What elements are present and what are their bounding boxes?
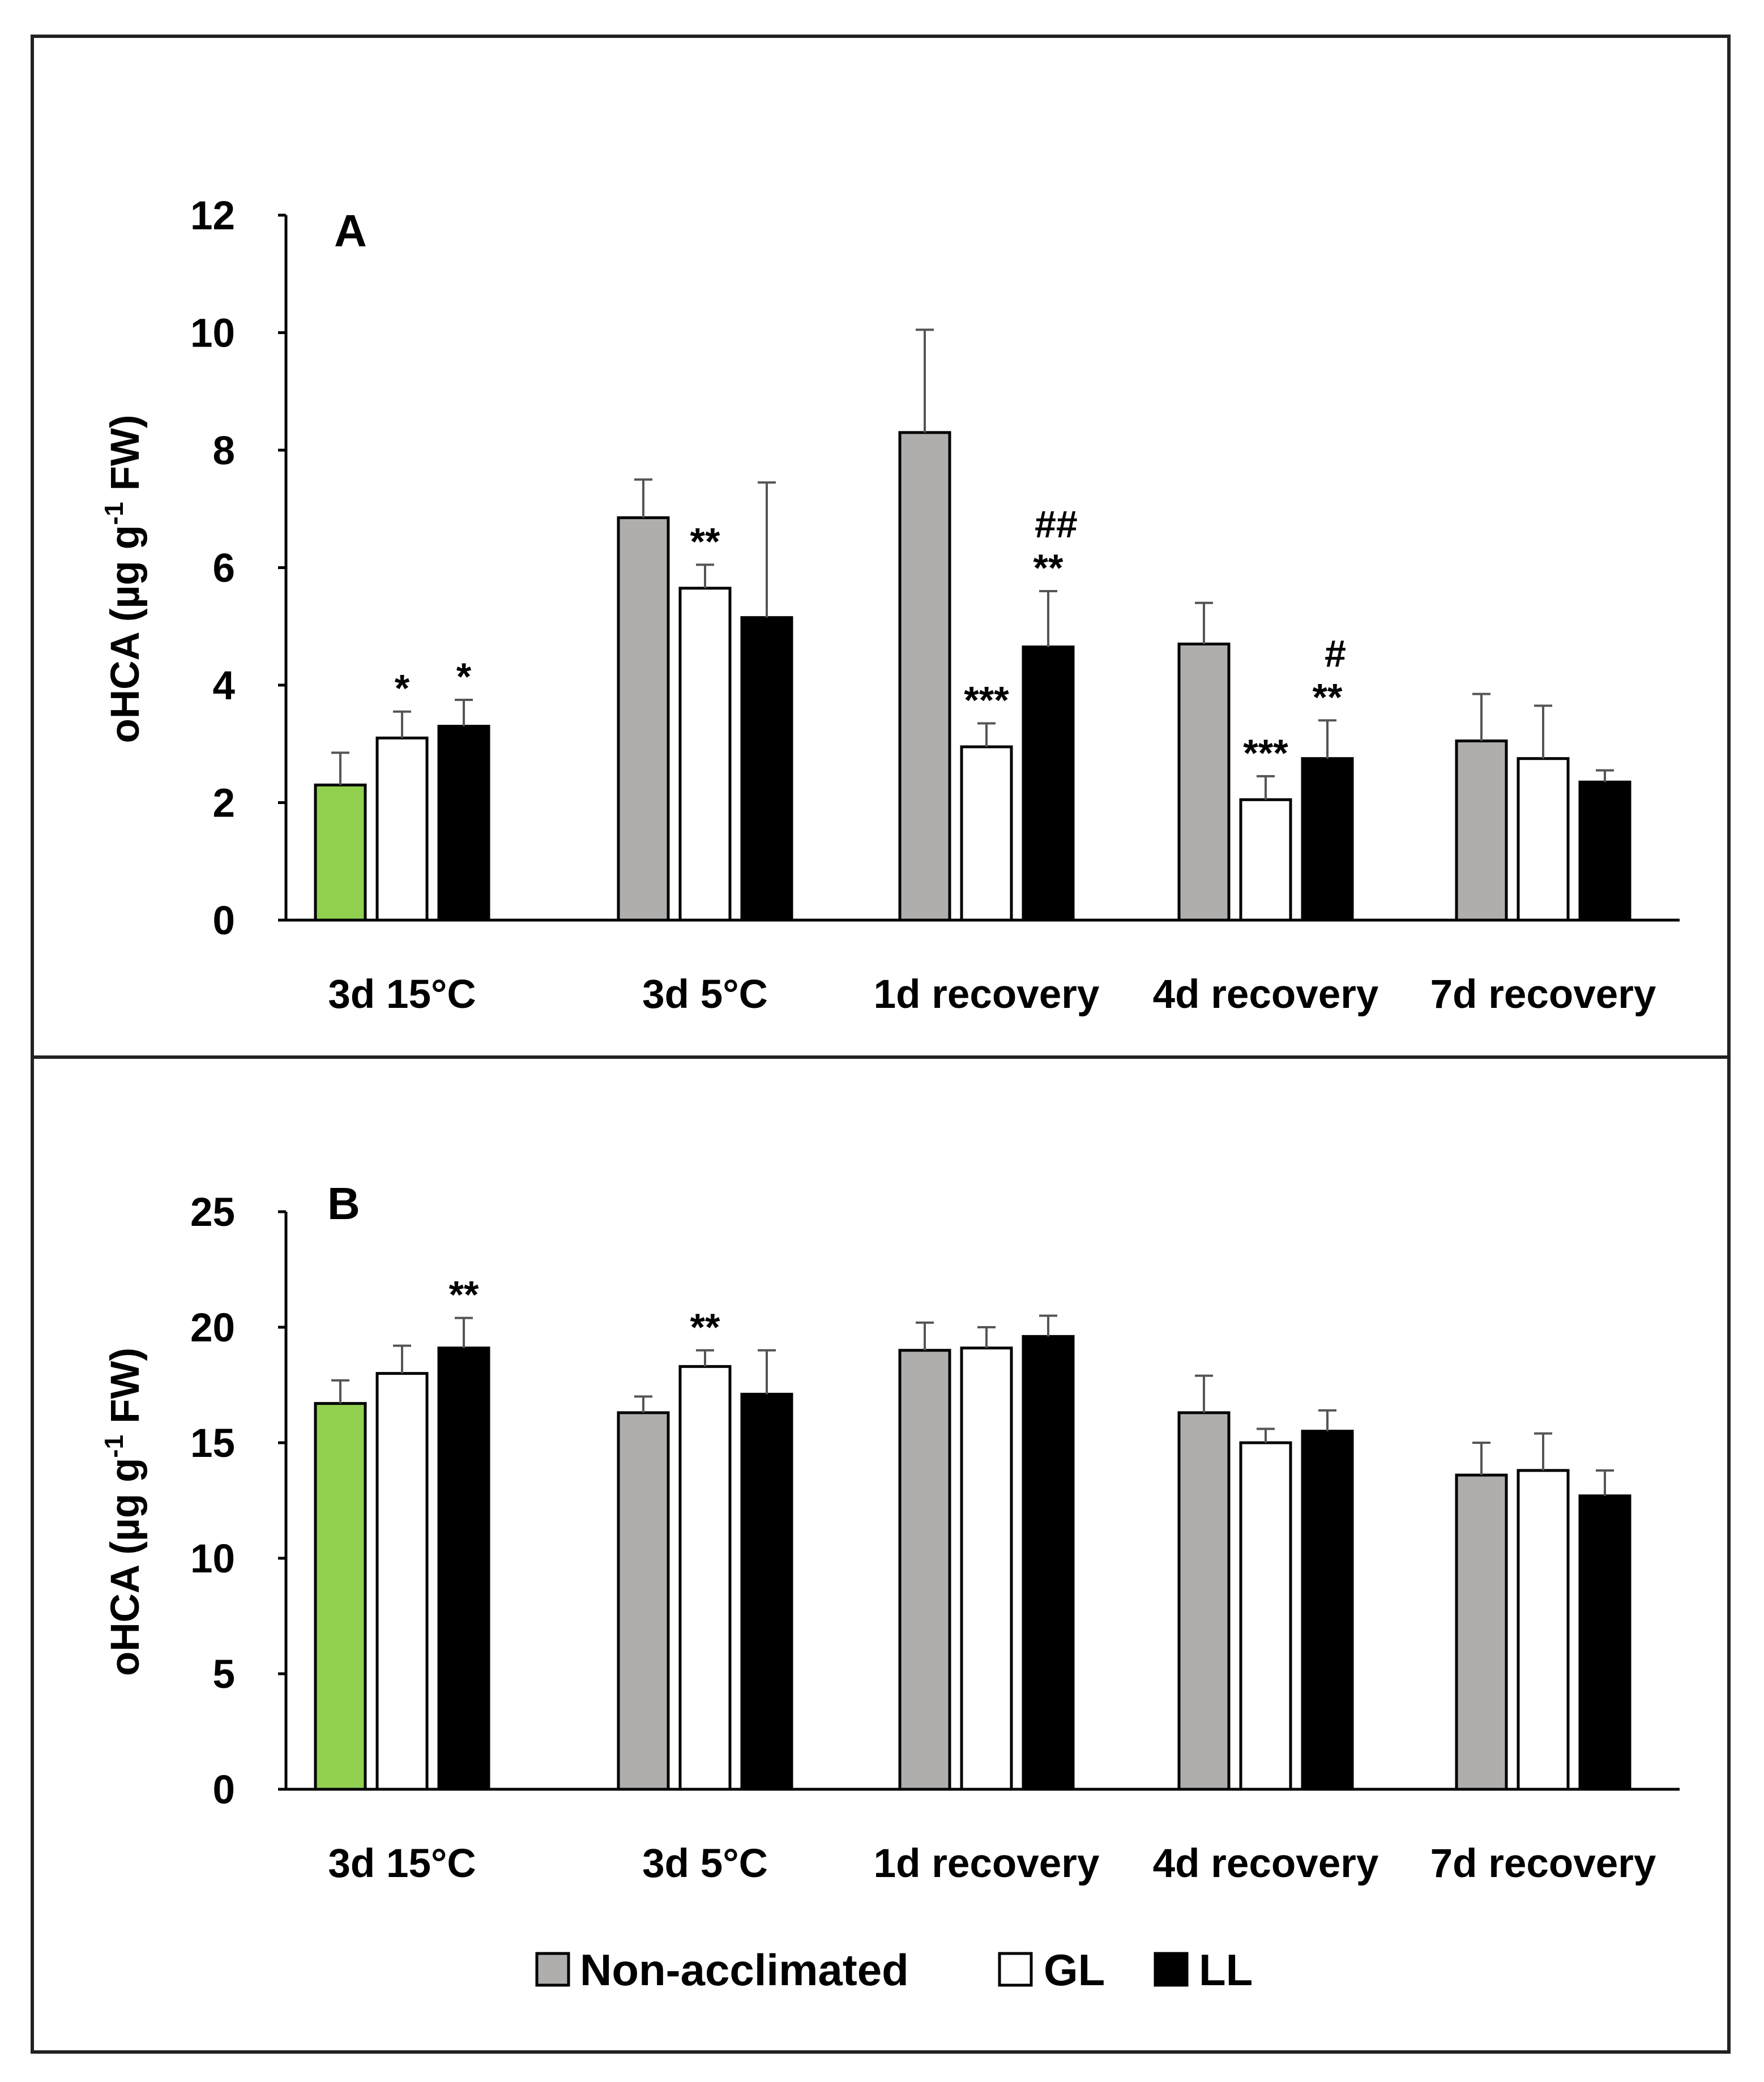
bar-ll <box>740 1392 793 1791</box>
bar-non-acclimated <box>1455 1473 1508 1791</box>
bar-ll <box>437 1346 490 1791</box>
x-tick-label: 1d recovery <box>874 972 1100 1017</box>
panel-a: 0 2 4 6 8 10 12 oHCA (µg g-1 FW) A 3d 15°C 3d 5°C 1… <box>99 194 1680 1017</box>
y-tick-label: 10 <box>190 311 235 356</box>
x-tick-label: 3d 15°C <box>328 1841 476 1886</box>
significance-mark: * <box>395 667 410 710</box>
bar-gl <box>1517 757 1570 922</box>
y-tick-label: 4 <box>213 664 236 708</box>
y-tick-label: 8 <box>213 429 236 473</box>
significance-mark: ** <box>449 1273 479 1316</box>
y-tick-label: 12 <box>190 194 235 238</box>
significance-mark: ** <box>690 520 720 563</box>
bar-non-acclimated <box>1177 1411 1231 1791</box>
y-tick-label: 5 <box>213 1652 236 1697</box>
bar-gl <box>678 587 732 922</box>
x-tick-label: 4d recovery <box>1153 1841 1379 1886</box>
panel-label: A <box>334 206 367 256</box>
bar-non-acclimated <box>314 1402 367 1791</box>
bar-ll <box>437 725 490 922</box>
legend-swatch-ll <box>1154 1952 1189 1987</box>
bar-non-acclimated <box>1455 739 1508 922</box>
y-tick-label: 2 <box>213 781 236 826</box>
bar-gl <box>1239 798 1292 922</box>
bar-ll <box>1578 780 1631 922</box>
bar-non-acclimated <box>314 783 367 922</box>
bar-gl <box>375 1372 429 1791</box>
y-tick-label: 20 <box>190 1306 235 1350</box>
legend-swatch-non-acclimated <box>535 1952 570 1987</box>
bar-non-acclimated <box>1177 642 1231 922</box>
x-tick-label: 3d 15°C <box>328 972 476 1017</box>
y-axis-label: oHCA (µg g-1 FW) <box>99 1348 148 1676</box>
panel-b: 0 5 10 15 20 25 oHCA (µg g-1 FW) B 3d 15°C 3d 5°C… <box>99 1178 1680 1886</box>
x-tick-label: 4d recovery <box>1153 972 1379 1017</box>
legend-label-non-acclimated: Non-acclimated <box>580 1945 909 1995</box>
legend-label-ll: LL <box>1199 1945 1253 1995</box>
bar-ll <box>1022 1335 1075 1791</box>
significance-mark: *** <box>1243 732 1288 775</box>
y-tick-label: 0 <box>213 1768 236 1812</box>
legend-label-gl: GL <box>1044 1945 1105 1995</box>
bar-ll <box>1301 757 1354 922</box>
bar-gl <box>960 1346 1013 1791</box>
x-tick-label: 3d 5°C <box>642 1841 768 1886</box>
bar-ll <box>740 616 793 922</box>
bar-non-acclimated <box>617 1411 670 1791</box>
bar-ll <box>1578 1494 1631 1791</box>
y-tick-label: 0 <box>213 899 236 943</box>
significance-mark: ** <box>690 1306 720 1349</box>
significance-mark-secondary: ## <box>1035 503 1078 546</box>
significance-mark: *** <box>964 678 1009 721</box>
y-tick-label: 15 <box>190 1421 235 1466</box>
bar-gl <box>1239 1441 1292 1791</box>
significance-mark: * <box>456 655 472 698</box>
x-tick-label: 7d recovery <box>1430 972 1656 1017</box>
y-tick-label: 6 <box>213 546 236 591</box>
panel-label: B <box>327 1178 360 1229</box>
significance-mark-secondary: # <box>1325 632 1346 675</box>
bar-non-acclimated <box>898 1349 951 1791</box>
significance-mark: ** <box>1313 676 1343 719</box>
y-axis-label: oHCA (µg g-1 FW) <box>99 415 148 743</box>
y-tick-label: 25 <box>190 1190 235 1235</box>
bar-ll <box>1022 645 1075 922</box>
bar-gl <box>1517 1469 1570 1791</box>
legend: Non-acclimated GL LL <box>535 1945 1253 1995</box>
bar-non-acclimated <box>898 431 951 922</box>
x-tick-label: 3d 5°C <box>642 972 768 1017</box>
x-tick-label: 7d recovery <box>1430 1841 1656 1886</box>
y-tick-label: 10 <box>190 1537 235 1581</box>
bar-non-acclimated <box>617 516 670 922</box>
legend-swatch-gl <box>998 1952 1033 1987</box>
x-tick-label: 1d recovery <box>874 1841 1100 1886</box>
bar-ll <box>1301 1430 1354 1791</box>
significance-mark: ** <box>1033 546 1063 589</box>
bar-gl <box>678 1365 732 1791</box>
bar-gl <box>960 745 1013 922</box>
bar-gl <box>375 736 429 922</box>
